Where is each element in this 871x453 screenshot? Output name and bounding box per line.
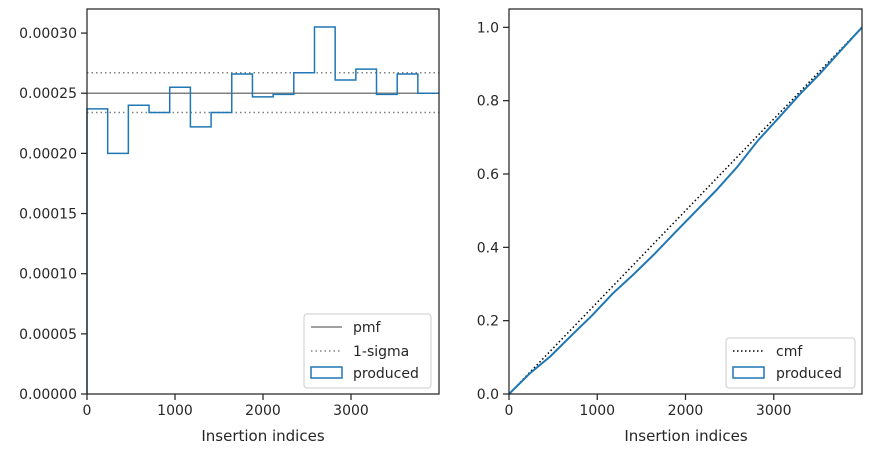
pmf-legend-pmf-label: pmf	[353, 320, 382, 336]
pmf-x-tick-label: 0	[83, 403, 92, 419]
pmf-x-tick-label: 2000	[245, 403, 281, 419]
cmf-plot-area	[508, 26, 863, 395]
pmf-x-tick-label: 3000	[333, 403, 369, 419]
pmf-y-ticks: 0.00000 0.00005 0.00010 0.00015 0.00020 0.000…	[19, 26, 87, 403]
pmf-x-tick-label: 1000	[157, 403, 193, 419]
pmf-x-ticks: 0 1000 2000 3000	[83, 394, 369, 419]
pmf-legend: pmf 1-sigma produced	[303, 313, 432, 389]
cmf-legend-produced-label: produced	[776, 366, 842, 382]
cmf-y-ticks: 0.0 0.2 0.4 0.6 0.8 1.0	[477, 20, 509, 403]
pmf-legend-produced-label: produced	[353, 366, 419, 382]
pmf-y-tick-label: 0.00020	[19, 146, 77, 162]
pmf-y-tick-label: 0.00005	[19, 327, 77, 343]
pmf-y-tick-label: 0.00015	[19, 207, 77, 223]
pmf-x-axis-label: Insertion indices	[201, 427, 324, 445]
pmf-legend-sigma-label: 1-sigma	[353, 344, 409, 360]
cmf-y-tick-label: 0.6	[477, 167, 499, 183]
pmf-y-tick-label: 0.00000	[19, 387, 77, 403]
cmf-y-tick-label: 1.0	[477, 20, 499, 36]
cmf-legend: cmf produced	[725, 337, 856, 389]
cmf-y-tick-label: 0.4	[477, 240, 499, 256]
pmf-y-tick-label: 0.00010	[19, 267, 77, 283]
pmf-y-tick-label: 0.00030	[19, 26, 77, 42]
pmf-legend-produced-swatch	[310, 366, 343, 379]
pmf-legend-box	[303, 313, 432, 389]
pmf-plot-area	[86, 26, 439, 394]
cmf-x-tick-label: 2000	[668, 403, 704, 419]
pmf-panel: 0 1000 2000 3000 0.000000.000050.000100.000…	[19, 8, 440, 445]
cmf-x-ticks: 0 1000 2000 3000	[505, 394, 792, 419]
cmf-legend-produced-swatch	[732, 366, 765, 379]
produced-cumulative-line	[508, 26, 863, 395]
cmf-line	[508, 26, 863, 395]
cmf-x-tick-label: 0	[505, 403, 514, 419]
cmf-y-tick-label: 0.2	[477, 314, 499, 330]
cmf-legend-cmf-label: cmf	[776, 344, 803, 360]
cmf-axes-frame	[508, 8, 863, 395]
cmf-x-tick-label: 3000	[756, 403, 792, 419]
produced-step-histogram	[86, 26, 439, 394]
cmf-x-tick-label: 1000	[579, 403, 615, 419]
cmf-panel: 0 1000 2000 3000 0.0 0.2 0.4 0.6 0.8 1.0 Inserti…	[477, 8, 863, 445]
pmf-y-tick-label: 0.00025	[19, 86, 77, 102]
pmf-axes-frame	[86, 8, 440, 395]
cmf-y-tick-label: 0.0	[477, 387, 499, 403]
cmf-x-axis-label: Insertion indices	[624, 427, 747, 445]
cmf-y-tick-label: 0.8	[477, 94, 499, 110]
